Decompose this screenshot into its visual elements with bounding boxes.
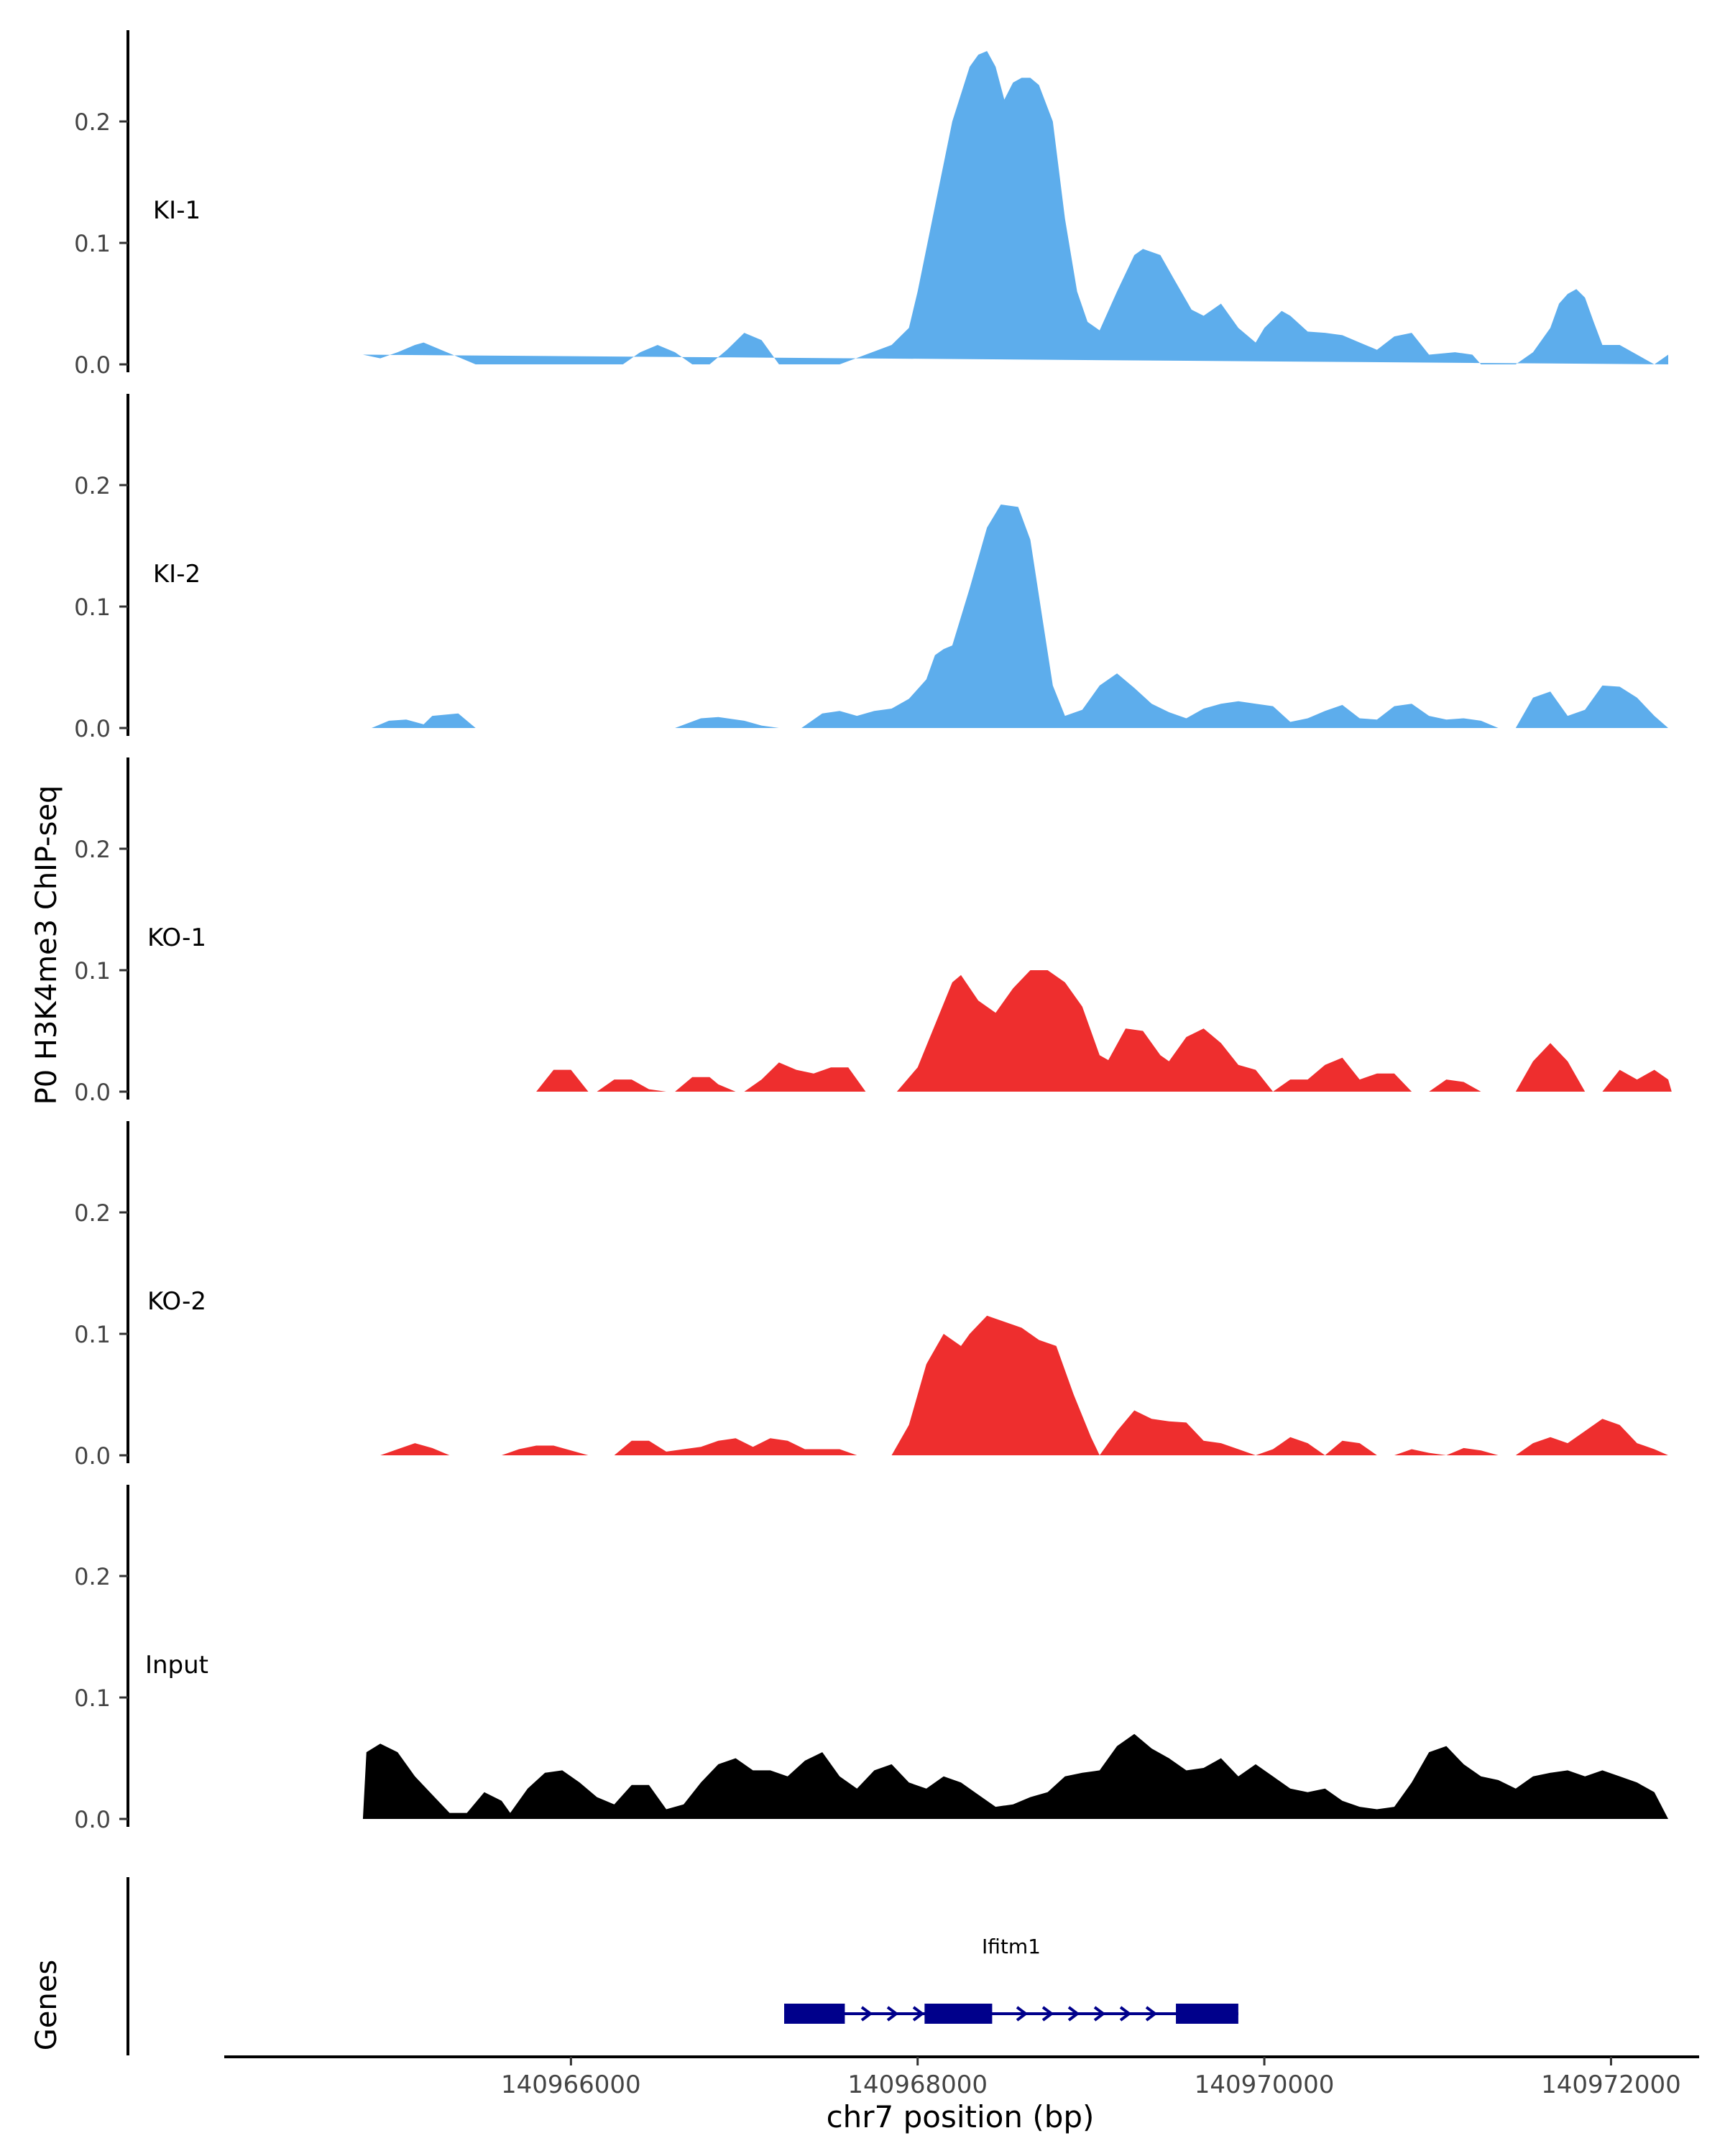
coverage-area-ki-1 <box>362 51 1668 364</box>
strand-arrow <box>886 2006 899 2022</box>
x-axis-title: chr7 position (bp) <box>827 2099 1095 2134</box>
tracks-group: 0.00.10.2KI-10.00.10.2KI-20.00.10.2KO-10… <box>74 30 1672 1833</box>
gene-exon <box>1176 2004 1238 2024</box>
y-tick-label: 0.0 <box>74 1079 111 1106</box>
y-tick-label: 0.2 <box>74 109 111 136</box>
track-ko-1: 0.0 0.1 0.2 KO-1 <box>74 757 1672 1106</box>
strand-arrow <box>1145 2006 1158 2022</box>
y-tick-label: 0.1 <box>74 1685 111 1712</box>
y-tick-label: 0.2 <box>74 836 111 863</box>
track-label: Input <box>145 1651 208 1680</box>
x-axis: 140966000 140968000 140970000 140972000 <box>224 2055 1699 2099</box>
strand-arrow <box>1093 2006 1106 2022</box>
y-tick-label: 0.0 <box>74 715 111 742</box>
track-ki-2: 0.0 0.1 0.2 KI-2 <box>74 394 1668 742</box>
gene-exon <box>784 2004 845 2024</box>
y-tick-label: 0.0 <box>74 351 111 379</box>
track-label: KO-2 <box>147 1287 206 1316</box>
coverage-area-input <box>362 1733 1668 1819</box>
track-label: KI-2 <box>153 560 201 589</box>
x-tick-label: 140968000 <box>847 2070 988 2099</box>
genes-panel: Ifitm1 <box>126 1877 1238 2055</box>
track-label: KI-1 <box>153 196 201 225</box>
x-tick-label: 140970000 <box>1195 2070 1335 2099</box>
track-ki-1: 0.0 0.1 0.2 KI-1 <box>74 30 1668 379</box>
y-tick-label: 0.1 <box>74 1321 111 1348</box>
y-tick-label: 0.1 <box>74 957 111 985</box>
y-tick-label: 0.2 <box>74 1199 111 1227</box>
gene-label: Ifitm1 <box>982 1935 1041 1958</box>
y-axis-title: P0 H3K4me3 ChIP-seq <box>30 786 63 1105</box>
genes-axis-title: Genes <box>30 1960 63 2050</box>
strand-arrow <box>1016 2006 1029 2022</box>
y-tick-label: 0.0 <box>74 1806 111 1833</box>
coverage-area-ki-2 <box>372 505 1668 728</box>
strand-arrow <box>912 2006 925 2022</box>
y-tick-label: 0.2 <box>74 1563 111 1590</box>
strand-arrow <box>860 2006 873 2022</box>
track-input: 0.0 0.1 0.2 Input <box>74 1485 1668 1833</box>
track-label: KO-1 <box>147 923 206 952</box>
y-tick-label: 0.0 <box>74 1442 111 1470</box>
strand-arrow <box>1067 2006 1080 2022</box>
y-tick-label: 0.1 <box>74 230 111 257</box>
gene-exon <box>924 2004 993 2024</box>
coverage-area-ko-2 <box>380 1315 1668 1455</box>
strand-arrow <box>1041 2006 1054 2022</box>
y-tick-label: 0.2 <box>74 472 111 499</box>
coverage-area-ko-1 <box>536 970 1672 1092</box>
x-tick-label: 140966000 <box>501 2070 641 2099</box>
x-tick-label: 140972000 <box>1541 2070 1681 2099</box>
strand-arrow <box>1119 2006 1132 2022</box>
y-tick-label: 0.1 <box>74 594 111 621</box>
track-ko-2: 0.0 0.1 0.2 KO-2 <box>74 1121 1668 1470</box>
